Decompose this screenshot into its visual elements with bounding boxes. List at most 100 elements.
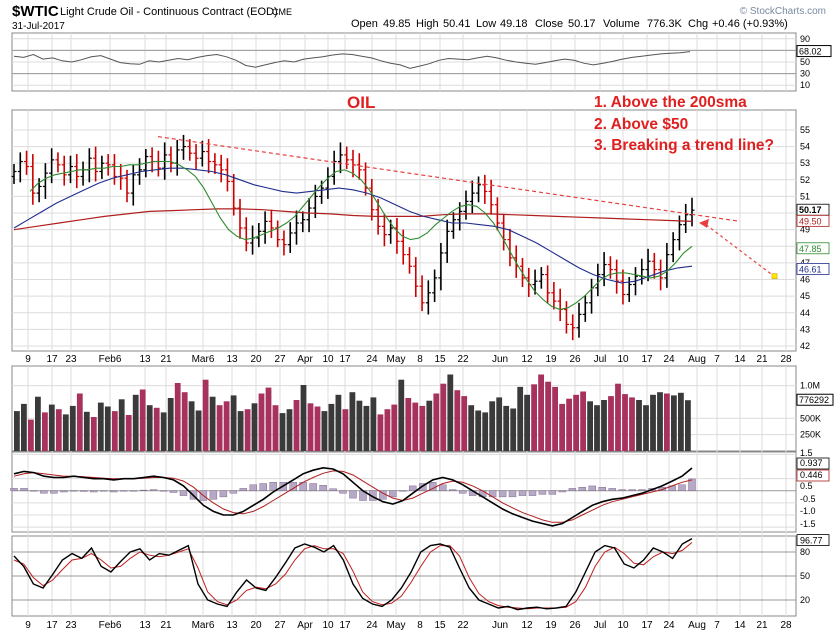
stochastic-slow-line: [13, 542, 693, 610]
projection-target-marker: [771, 273, 778, 280]
x-tick-label: 24: [366, 620, 378, 631]
x-tick-label: 20: [250, 354, 262, 365]
volume-bar: [35, 396, 41, 451]
high-value: 50.41: [443, 18, 471, 30]
macd-histogram-bar: [80, 490, 88, 492]
macd-current-box: [796, 457, 830, 470]
low-value: 49.18: [500, 18, 528, 30]
chg-value: +0.46 (+0.93%): [712, 18, 788, 30]
price-label: 46.61: [799, 264, 822, 274]
x-tick-label: 22: [457, 620, 469, 631]
x-tick-label: Jul: [594, 620, 607, 631]
volume-bar: [482, 412, 489, 451]
volume-bar: [230, 395, 237, 451]
annotation-line-1: 1. Above the 200sma: [594, 94, 747, 111]
macd-histogram-bar: [678, 484, 686, 492]
volume-bar: [28, 419, 34, 451]
price-tick-label: 54: [800, 142, 810, 152]
volume-label: Volume: [603, 18, 640, 30]
volume-bar: [510, 408, 517, 451]
price-tick-label: 49: [800, 225, 810, 235]
volume-bar: [468, 405, 475, 451]
volume-bar: [475, 410, 482, 451]
macd-tick-label: 0.446: [800, 470, 823, 480]
rsi-tick-label: 10: [800, 80, 810, 90]
volume-bar: [153, 407, 160, 451]
price-label-box: [796, 242, 830, 255]
x-tick-label: 21: [160, 354, 172, 365]
x-tick-label: 22: [457, 354, 469, 365]
price-tick-label: 43: [800, 324, 810, 334]
volume-bar: [573, 394, 579, 451]
stochastic-tick-label: 80: [800, 547, 810, 557]
volume-bar: [83, 411, 90, 451]
trend-line: [157, 135, 741, 222]
volume-bar: [496, 397, 503, 451]
x-tick-label: 27: [274, 354, 286, 365]
x-tick-label: Jun: [492, 620, 508, 631]
volume-current-box: [796, 393, 834, 406]
x-tick-label: 7: [714, 620, 720, 631]
macd-histogram-bar: [50, 490, 58, 494]
volume-bar: [69, 405, 76, 451]
volume-bar: [664, 393, 670, 451]
macd-tick-label: -0.5: [800, 494, 816, 504]
volume-bar: [216, 405, 223, 451]
macd-histogram-bar: [399, 490, 407, 492]
volume-bar: [293, 400, 300, 451]
volume-bar: [125, 415, 132, 451]
macd-histogram-bar: [159, 490, 168, 492]
macd-tick-label: 0.937: [800, 458, 823, 468]
x-tick-label: 26: [569, 354, 581, 365]
volume-bar: [559, 403, 565, 451]
macd-current-box: [796, 469, 830, 482]
volume-bar: [42, 412, 48, 451]
volume-bar: [405, 398, 412, 451]
stochastic-fast-line: [13, 537, 693, 611]
macd-histogram-bar: [658, 487, 666, 492]
x-tick-label: 15: [434, 354, 446, 365]
macd-histogram-bar: [568, 488, 577, 491]
macd-histogram-bar: [30, 490, 38, 492]
ohlc-summary: Open 49.85 High 50.41 Low 49.18 Close 50…: [351, 18, 788, 30]
x-tick-label: 21: [756, 620, 768, 631]
x-tick-label: Apr: [297, 620, 313, 631]
macd-histogram-bar: [229, 490, 238, 494]
macd-line: [13, 466, 693, 527]
x-tick-label: 20: [250, 620, 262, 631]
volume-bar: [349, 392, 356, 451]
volume-bar: [391, 404, 398, 451]
macd-histogram-bar: [638, 489, 646, 492]
macd-histogram-bar: [169, 490, 178, 493]
macd-histogram-bar: [319, 485, 327, 492]
volume-bar: [104, 406, 111, 451]
macd-histogram-bar: [578, 487, 586, 492]
volume-tick-label: 500K: [800, 413, 821, 423]
volume-bar: [111, 411, 118, 451]
macd-histogram-bar: [139, 489, 148, 492]
volume-bar: [580, 391, 586, 451]
rsi-tick-label: 50: [800, 57, 810, 67]
macd-histogram-bar: [60, 490, 68, 493]
price-tick-label: 42: [800, 341, 810, 351]
macd-histogram-bar: [269, 482, 277, 491]
x-tick-label: 9: [25, 620, 31, 631]
x-tick-label: 15: [434, 620, 446, 631]
volume-bar: [412, 402, 419, 451]
macd-histogram-bar: [90, 490, 98, 493]
price-label: 47.85: [799, 244, 822, 254]
x-tick-label: 28: [780, 620, 792, 631]
volume-bar: [398, 379, 405, 451]
annotation-title: OIL: [347, 93, 375, 112]
x-tick-label: May: [387, 354, 406, 365]
volume-bar: [21, 403, 27, 451]
x-tick-label: 28: [780, 354, 792, 365]
volume-bar: [433, 393, 440, 451]
volume-bar: [440, 383, 447, 451]
macd-histogram-bar: [259, 483, 267, 492]
x-tick-label: 10: [617, 620, 629, 631]
macd-histogram-bar: [459, 490, 467, 494]
x-tick-label: Apr: [297, 354, 313, 365]
volume-bar: [209, 396, 216, 451]
